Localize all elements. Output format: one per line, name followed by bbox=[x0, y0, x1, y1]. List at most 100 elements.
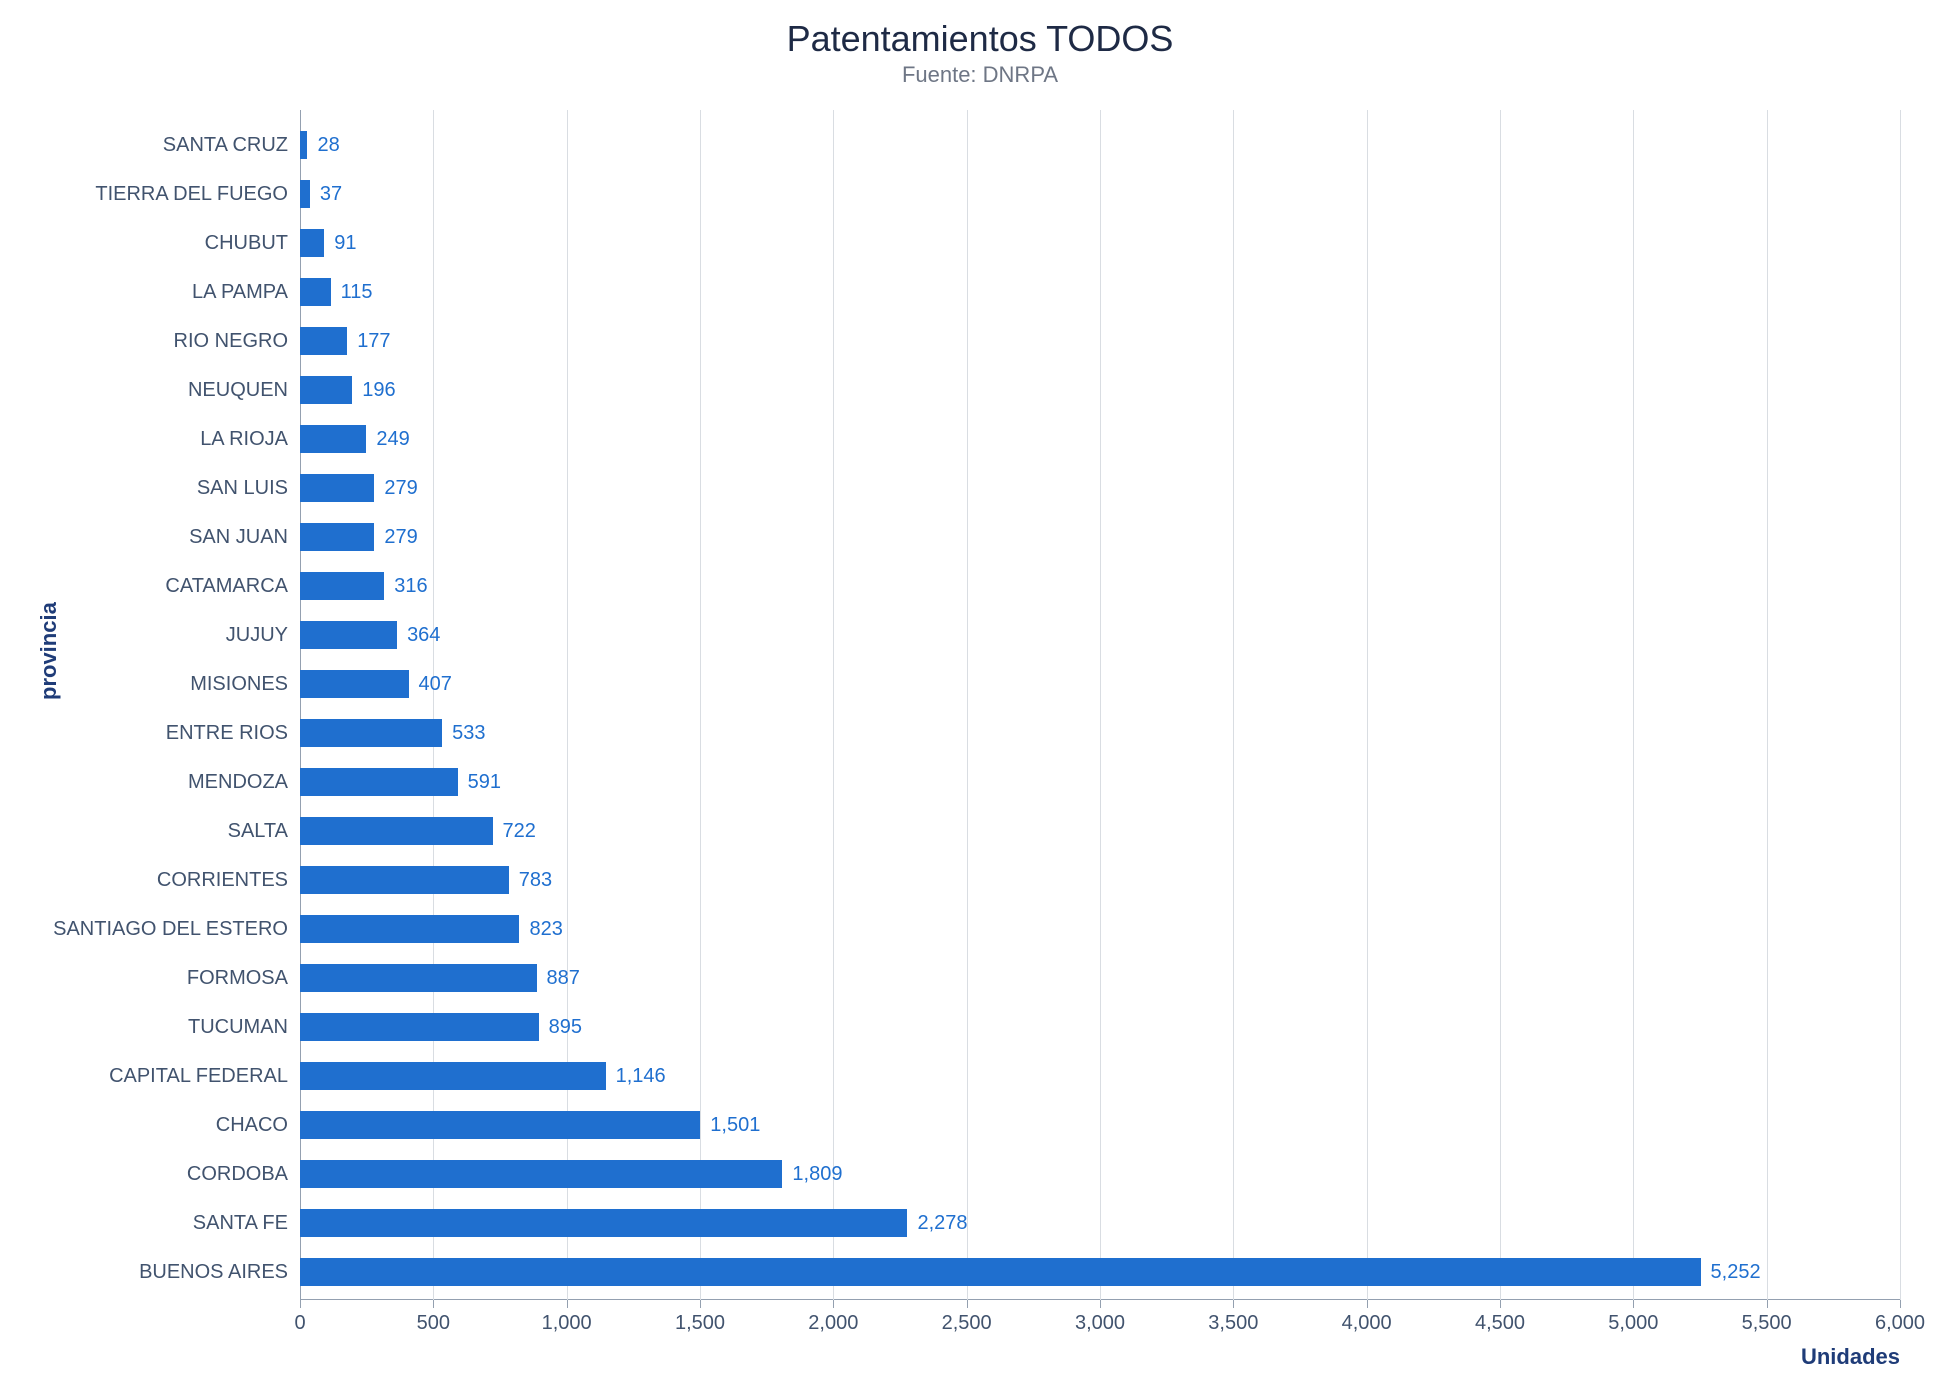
bar bbox=[300, 915, 519, 943]
x-tick-mark bbox=[300, 1300, 301, 1308]
bar bbox=[300, 327, 347, 355]
bar-value-label: 1,501 bbox=[710, 1114, 760, 1137]
chart-subtitle: Fuente: DNRPA bbox=[0, 62, 1960, 88]
bar-value-label: 364 bbox=[407, 624, 440, 647]
bar-value-label: 823 bbox=[529, 918, 562, 941]
x-tick-label: 1,000 bbox=[542, 1312, 592, 1335]
bar bbox=[300, 866, 509, 894]
x-tick-label: 1,500 bbox=[675, 1312, 725, 1335]
bar-value-label: 279 bbox=[384, 477, 417, 500]
x-tick-mark bbox=[1233, 1300, 1234, 1308]
bar bbox=[300, 180, 310, 208]
gridline bbox=[1100, 110, 1101, 1300]
category-label: CORDOBA bbox=[187, 1163, 288, 1186]
x-tick-mark bbox=[1100, 1300, 1101, 1308]
gridline bbox=[1767, 110, 1768, 1300]
bar bbox=[300, 1258, 1701, 1286]
bar-value-label: 722 bbox=[503, 820, 536, 843]
category-label: ENTRE RIOS bbox=[166, 722, 288, 745]
category-label: CAPITAL FEDERAL bbox=[109, 1065, 288, 1088]
x-axis-title: Unidades bbox=[1801, 1344, 1900, 1370]
bar-value-label: 533 bbox=[452, 722, 485, 745]
bar-value-label: 895 bbox=[549, 1016, 582, 1039]
category-label: CATAMARCA bbox=[165, 575, 288, 598]
category-label: FORMOSA bbox=[187, 967, 288, 990]
bar-value-label: 783 bbox=[519, 869, 552, 892]
category-label: MENDOZA bbox=[188, 771, 288, 794]
chart-titles: Patentamientos TODOS Fuente: DNRPA bbox=[0, 18, 1960, 88]
gridline bbox=[1367, 110, 1368, 1300]
gridline bbox=[967, 110, 968, 1300]
bar bbox=[300, 817, 493, 845]
category-label: NEUQUEN bbox=[188, 379, 288, 402]
x-tick-mark bbox=[433, 1300, 434, 1308]
category-label: CHUBUT bbox=[205, 232, 288, 255]
chart-container: Patentamientos TODOS Fuente: DNRPA 05001… bbox=[0, 0, 1960, 1400]
bar bbox=[300, 1111, 700, 1139]
bar-value-label: 37 bbox=[320, 183, 342, 206]
category-label: SANTA FE bbox=[193, 1212, 288, 1235]
plot-area: 05001,0001,5002,0002,5003,0003,5004,0004… bbox=[300, 110, 1900, 1300]
bar-value-label: 115 bbox=[341, 281, 373, 304]
bar bbox=[300, 376, 352, 404]
x-tick-label: 0 bbox=[294, 1312, 305, 1335]
x-tick-label: 6,000 bbox=[1875, 1312, 1925, 1335]
bar bbox=[300, 425, 366, 453]
x-tick-mark bbox=[1367, 1300, 1368, 1308]
category-label: BUENOS AIRES bbox=[139, 1261, 288, 1284]
category-label: CORRIENTES bbox=[157, 869, 288, 892]
bar bbox=[300, 1160, 782, 1188]
bar bbox=[300, 621, 397, 649]
x-tick-label: 5,500 bbox=[1742, 1312, 1792, 1335]
x-tick-mark bbox=[1900, 1300, 1901, 1308]
x-tick-label: 3,500 bbox=[1208, 1312, 1258, 1335]
bar bbox=[300, 964, 537, 992]
gridline bbox=[1633, 110, 1634, 1300]
x-tick-label: 5,000 bbox=[1608, 1312, 1658, 1335]
category-label: SAN JUAN bbox=[189, 526, 288, 549]
category-label: SALTA bbox=[228, 820, 288, 843]
x-tick-label: 4,500 bbox=[1475, 1312, 1525, 1335]
chart-title: Patentamientos TODOS bbox=[0, 18, 1960, 60]
bar-value-label: 177 bbox=[357, 330, 390, 353]
bar-value-label: 5,252 bbox=[1711, 1261, 1761, 1284]
bar-value-label: 1,809 bbox=[792, 1163, 842, 1186]
bar bbox=[300, 278, 331, 306]
category-label: SANTIAGO DEL ESTERO bbox=[53, 918, 288, 941]
bar bbox=[300, 131, 307, 159]
x-tick-label: 500 bbox=[417, 1312, 450, 1335]
category-label: RIO NEGRO bbox=[174, 330, 288, 353]
bar bbox=[300, 768, 458, 796]
x-tick-mark bbox=[833, 1300, 834, 1308]
x-tick-mark bbox=[700, 1300, 701, 1308]
bar bbox=[300, 1209, 907, 1237]
bar-value-label: 196 bbox=[362, 379, 395, 402]
x-tick-label: 2,000 bbox=[808, 1312, 858, 1335]
category-label: TIERRA DEL FUEGO bbox=[95, 183, 288, 206]
gridline bbox=[1500, 110, 1501, 1300]
bar bbox=[300, 523, 374, 551]
bar-value-label: 316 bbox=[394, 575, 427, 598]
bar-value-label: 28 bbox=[317, 134, 339, 157]
bar bbox=[300, 474, 374, 502]
x-tick-label: 2,500 bbox=[942, 1312, 992, 1335]
category-label: LA RIOJA bbox=[200, 428, 288, 451]
bar bbox=[300, 670, 409, 698]
x-tick-mark bbox=[1633, 1300, 1634, 1308]
category-label: MISIONES bbox=[190, 673, 288, 696]
category-label: CHACO bbox=[216, 1114, 288, 1137]
bar-value-label: 1,146 bbox=[616, 1065, 666, 1088]
x-tick-mark bbox=[567, 1300, 568, 1308]
gridline bbox=[833, 110, 834, 1300]
gridline bbox=[1900, 110, 1901, 1300]
y-axis-title: provincia bbox=[36, 602, 62, 700]
bar-value-label: 249 bbox=[376, 428, 409, 451]
bar bbox=[300, 229, 324, 257]
bar bbox=[300, 1013, 539, 1041]
x-tick-label: 3,000 bbox=[1075, 1312, 1125, 1335]
bar bbox=[300, 719, 442, 747]
bar-value-label: 407 bbox=[419, 673, 452, 696]
x-tick-mark bbox=[1500, 1300, 1501, 1308]
category-label: SAN LUIS bbox=[197, 477, 288, 500]
x-tick-mark bbox=[967, 1300, 968, 1308]
